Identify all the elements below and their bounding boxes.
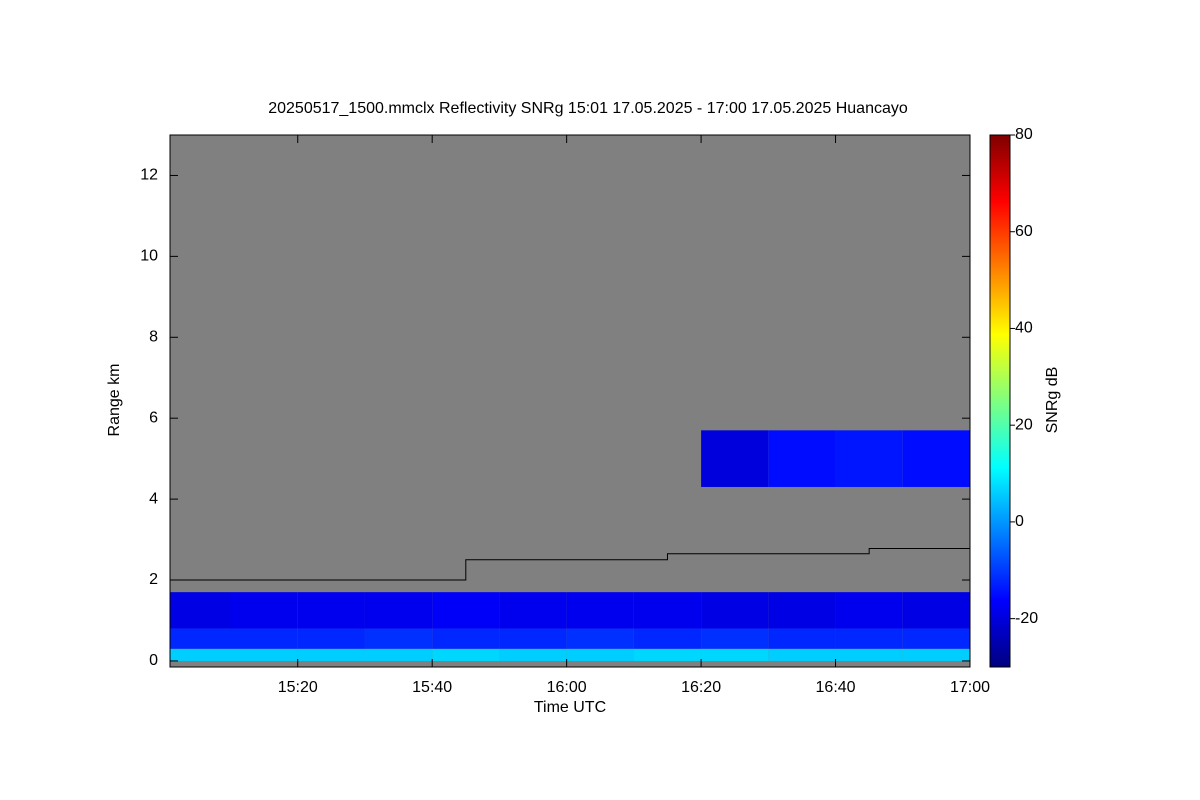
heatmap-cell xyxy=(230,648,298,661)
colorbar-tick-label: -20 xyxy=(1015,610,1038,627)
heatmap-cell xyxy=(230,628,298,649)
colorbar xyxy=(989,134,1011,668)
x-tick-label: 16:00 xyxy=(547,679,587,696)
colorbar-tick-label: 80 xyxy=(1015,126,1033,143)
x-tick-label: 17:00 xyxy=(950,679,990,696)
y-tick-label: 0 xyxy=(149,652,158,669)
heatmap-cell xyxy=(566,648,634,661)
heatmap-cell xyxy=(170,592,231,629)
x-tick-label: 15:20 xyxy=(278,679,318,696)
heatmap-cell xyxy=(633,648,702,661)
x-tick-label: 16:20 xyxy=(681,679,721,696)
heatmap-cell xyxy=(364,592,433,629)
y-axis-label: Range km xyxy=(106,364,123,437)
y-tick-label: 6 xyxy=(149,409,158,426)
heatmap-cell xyxy=(432,648,500,661)
colorbar-tick-label: 0 xyxy=(1015,513,1024,530)
heatmap-cell xyxy=(701,592,769,629)
y-tick-label: 2 xyxy=(149,571,158,588)
heatmap-cell xyxy=(902,648,970,661)
heatmap-cell xyxy=(499,592,567,629)
heatmap-cell xyxy=(364,628,433,649)
y-tick-label: 4 xyxy=(149,490,158,507)
heatmap-cell xyxy=(701,648,769,661)
x-tick-label: 16:40 xyxy=(816,679,856,696)
heatmap-cell xyxy=(701,628,769,649)
heatmap-cell xyxy=(432,628,500,649)
plot-background xyxy=(170,135,970,667)
heatmap-cell xyxy=(499,628,567,649)
heatmap-cell xyxy=(566,628,634,649)
heatmap-cell xyxy=(297,648,365,661)
range-limit-line xyxy=(170,547,970,581)
x-tick-label: 15:40 xyxy=(412,679,452,696)
heatmap-cell xyxy=(633,592,702,629)
heatmap-cell xyxy=(633,628,702,649)
y-tick-label: 12 xyxy=(140,167,158,184)
heatmap-cell xyxy=(835,592,903,629)
colorbar-tick-label: 20 xyxy=(1015,416,1033,433)
heatmap-cell xyxy=(701,430,769,487)
heatmap-cell xyxy=(768,430,836,487)
y-tick-label: 8 xyxy=(149,329,158,346)
colorbar-tick-label: 60 xyxy=(1015,223,1033,240)
heatmap-cell xyxy=(170,648,231,661)
heatmap-cell xyxy=(768,628,836,649)
heatmap-cell xyxy=(768,592,836,629)
heatmap-cell xyxy=(297,628,365,649)
heatmap-cell xyxy=(902,430,970,487)
heatmap-cell xyxy=(902,628,970,649)
heatmap-cell xyxy=(835,430,903,487)
heatmap-cell xyxy=(566,592,634,629)
x-axis-label: Time UTC xyxy=(534,699,606,716)
colorbar-label: SNRg dB xyxy=(1044,367,1061,434)
heatmap-cell xyxy=(902,592,970,629)
heatmap-cell xyxy=(432,592,500,629)
chart-title: 20250517_1500.mmclx Reflectivity SNRg 15… xyxy=(268,100,908,117)
heatmap-cell xyxy=(297,592,365,629)
heatmap-cell xyxy=(835,628,903,649)
colorbar-tick-label: 40 xyxy=(1015,320,1033,337)
plot-frame xyxy=(169,134,971,668)
heatmap-cell xyxy=(170,628,231,649)
heatmap-cell xyxy=(230,592,298,629)
y-tick-label: 10 xyxy=(140,248,158,265)
heatmap-cell xyxy=(364,648,433,661)
heatmap-cell xyxy=(835,648,903,661)
heatmap-cell xyxy=(499,648,567,661)
heatmap-cell xyxy=(768,648,836,661)
